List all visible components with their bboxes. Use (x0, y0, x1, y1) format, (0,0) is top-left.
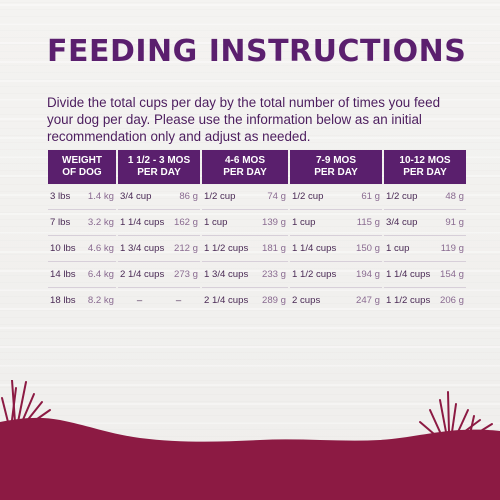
amount-grams: 194 g (355, 269, 380, 280)
amount-cell: 1 3/4 cups 233 g (202, 262, 288, 288)
table-row: 3 lbs 1.4 kg 3/4 cup 86 g 1/2 cup 74 g 1/2 … (48, 184, 466, 210)
amount-cups: 1 3/4 cups (120, 243, 165, 254)
amount-cell: 2 1/4 cups 289 g (202, 288, 288, 313)
table-row: 10 lbs 4.6 kg 1 3/4 cups 212 g 1 1/2 cups 1… (48, 236, 466, 262)
grass-ground-illustration (0, 380, 500, 500)
amount-grams: 233 g (261, 269, 286, 280)
header-10-12-mos: 10-12 MOS PER DAY (384, 150, 466, 184)
amount-grams: – (175, 295, 182, 306)
table-row: 14 lbs 6.4 kg 2 1/4 cups 273 g 1 3/4 cups 2… (48, 262, 466, 288)
amount-grams: 247 g (355, 295, 380, 306)
amount-grams: 289 g (261, 295, 286, 306)
header-1-5-3-mos: 1 1/2 - 3 MOS PER DAY (118, 150, 200, 184)
amount-cell: 2 cups 247 g (290, 288, 382, 313)
amount-grams: 61 g (361, 191, 380, 202)
page-title: FEEDING INSTRUCTIONS (47, 34, 467, 69)
amount-cups: 1/2 cup (386, 191, 418, 202)
amount-cell: 1 1/4 cups 154 g (384, 262, 466, 288)
feeding-table: WEIGHT OF DOG 1 1/2 - 3 MOS PER DAY 4-6 … (46, 150, 468, 313)
weight-lbs: 18 lbs (50, 295, 76, 306)
amount-cell: 1 cup 119 g (384, 236, 466, 262)
weight-lbs: 7 lbs (50, 217, 71, 228)
amount-cell: 1/2 cup 61 g (290, 184, 382, 210)
header-4-6-mos: 4-6 MOS PER DAY (202, 150, 288, 184)
amount-cups: – (136, 295, 143, 306)
amount-cell: 1 1/4 cups 150 g (290, 236, 382, 262)
amount-grams: 162 g (173, 217, 198, 228)
amount-cups: 2 1/4 cups (120, 269, 165, 280)
table-row: 7 lbs 3.2 kg 1 1/4 cups 162 g 1 cup 139 g 1… (48, 210, 466, 236)
amount-cell: 1 1/2 cups 206 g (384, 288, 466, 313)
amount-grams: 48 g (445, 191, 464, 202)
amount-cups: 1 cup (204, 217, 228, 228)
weight-cell: 14 lbs 6.4 kg (48, 262, 116, 288)
amount-grams: 181 g (261, 243, 286, 254)
table-row: 18 lbs 8.2 kg – – 2 1/4 cups 289 g 2 cups 24… (48, 288, 466, 313)
weight-lbs: 3 lbs (50, 191, 71, 202)
amount-cups: 1 cup (292, 217, 316, 228)
amount-cell: 1 1/2 cups 194 g (290, 262, 382, 288)
amount-cell: 2 1/4 cups 273 g (118, 262, 200, 288)
header-weight: WEIGHT OF DOG (48, 150, 116, 184)
amount-cups: 3/4 cup (386, 217, 418, 228)
amount-grams: 150 g (355, 243, 380, 254)
amount-grams: 206 g (439, 295, 464, 306)
amount-cell: 1 3/4 cups 212 g (118, 236, 200, 262)
amount-cell: 1 1/4 cups 162 g (118, 210, 200, 236)
amount-grams: 74 g (267, 191, 286, 202)
amount-cups: 1 1/4 cups (292, 243, 337, 254)
amount-cups: 2 1/4 cups (204, 295, 249, 306)
amount-cups: 1 1/2 cups (204, 243, 249, 254)
amount-cups: 1 1/2 cups (292, 269, 337, 280)
weight-cell: 10 lbs 4.6 kg (48, 236, 116, 262)
amount-grams: 273 g (173, 269, 198, 280)
amount-cell: 1 1/2 cups 181 g (202, 236, 288, 262)
weight-lbs: 10 lbs (50, 243, 76, 254)
weight-kg: 6.4 kg (87, 269, 114, 280)
header-7-9-mos: 7-9 MOS PER DAY (290, 150, 382, 184)
amount-cell: 1/2 cup 48 g (384, 184, 466, 210)
amount-grams: 154 g (439, 269, 464, 280)
weight-cell: 3 lbs 1.4 kg (48, 184, 116, 210)
ground-hill (0, 417, 500, 500)
weight-cell: 7 lbs 3.2 kg (48, 210, 116, 236)
amount-grams: 139 g (261, 217, 286, 228)
amount-grams: 119 g (440, 243, 464, 254)
amount-cups: 1 1/4 cups (120, 217, 165, 228)
amount-cups: 1/2 cup (204, 191, 236, 202)
weight-kg: 3.2 kg (87, 217, 114, 228)
amount-cell: – – (118, 288, 200, 313)
weight-kg: 4.6 kg (87, 243, 114, 254)
weight-lbs: 14 lbs (50, 269, 76, 280)
amount-cups: 1 1/2 cups (386, 295, 431, 306)
amount-cell: 1/2 cup 74 g (202, 184, 288, 210)
intro-text: Divide the total cups per day by the tot… (47, 95, 441, 144)
amount-grams: 86 g (179, 191, 198, 202)
grass-blades-right (419, 391, 493, 435)
weight-kg: 8.2 kg (87, 295, 114, 306)
amount-cups: 1/2 cup (292, 191, 324, 202)
amount-cups: 3/4 cup (120, 191, 152, 202)
grass-blades-left (1, 380, 51, 425)
amount-cups: 1 3/4 cups (204, 269, 249, 280)
table-header-row: WEIGHT OF DOG 1 1/2 - 3 MOS PER DAY 4-6 … (48, 150, 466, 184)
amount-grams: 115 g (356, 217, 380, 228)
amount-cell: 1 cup 139 g (202, 210, 288, 236)
amount-grams: 91 g (445, 217, 464, 228)
amount-cell: 1 cup 115 g (290, 210, 382, 236)
amount-cups: 1 1/4 cups (386, 269, 431, 280)
weight-cell: 18 lbs 8.2 kg (48, 288, 116, 313)
amount-cell: 3/4 cup 91 g (384, 210, 466, 236)
amount-cell: 3/4 cup 86 g (118, 184, 200, 210)
amount-cups: 1 cup (386, 243, 410, 254)
amount-grams: 212 g (173, 243, 198, 254)
amount-cups: 2 cups (292, 295, 321, 306)
weight-kg: 1.4 kg (87, 191, 114, 202)
